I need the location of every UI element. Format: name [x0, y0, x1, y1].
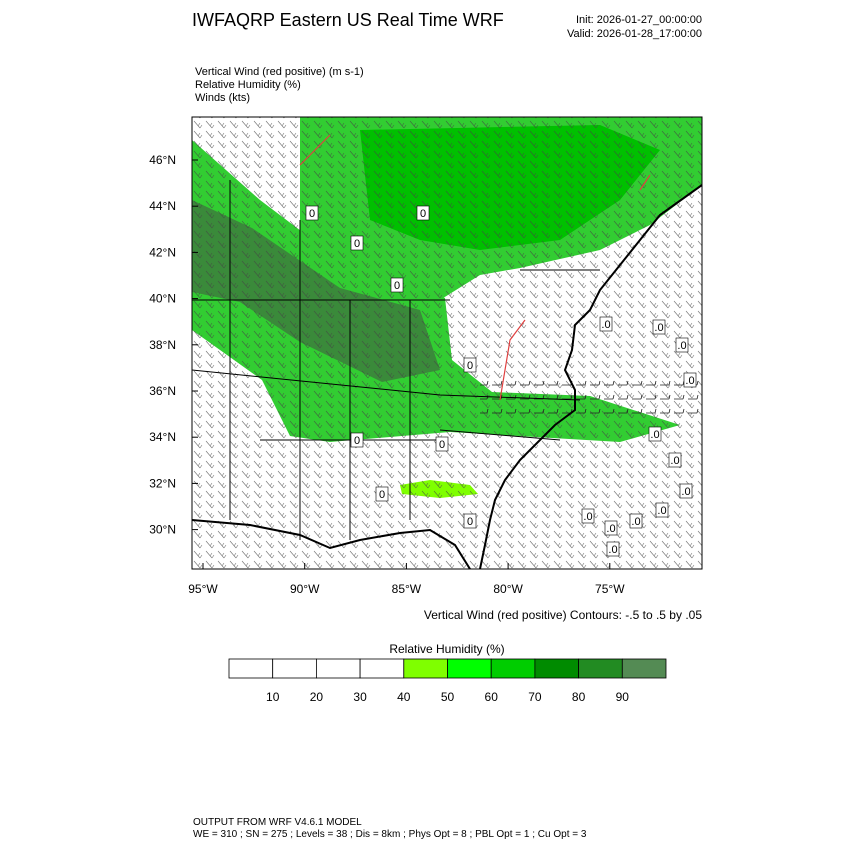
contour-label: .0: [670, 455, 679, 467]
contour-label-box: [606, 541, 620, 557]
contour-label: 0: [420, 208, 426, 220]
contour-label-box: [629, 513, 643, 529]
contour-label-box: [668, 452, 682, 468]
contour-label-box: [375, 486, 389, 502]
colorbar: 10 20 30 40 50 60 70 80 90: [228, 658, 667, 704]
coastline: [192, 519, 471, 569]
lat-label: 42°N: [149, 245, 176, 259]
contour-label: .0: [601, 319, 610, 331]
colorbar-tick-label: 50: [441, 690, 455, 704]
lat-label: 34°N: [149, 430, 176, 444]
colorbar-tick-label: 80: [572, 690, 586, 704]
contour-label-box: [652, 319, 666, 335]
contour-label: 0: [309, 208, 315, 220]
contour-note: Vertical Wind (red positive) Contours: -…: [424, 608, 702, 622]
contour-label: 0: [467, 516, 473, 528]
contour-label-box: [390, 277, 404, 293]
colorbar-tick-label: 60: [485, 690, 499, 704]
colorbar-tick-label: 90: [616, 690, 630, 704]
colorbar-box: [403, 658, 448, 679]
colorbar-tick-label: 20: [310, 690, 324, 704]
contour-label: 0: [394, 280, 400, 292]
valid-time: Valid: 2026-01-28_17:00:00: [567, 28, 702, 40]
colorbar-tick-label: 10: [266, 690, 280, 704]
contour-label-box: [416, 205, 430, 221]
contour-label: 0: [354, 435, 360, 447]
lat-label: 40°N: [149, 292, 176, 306]
contour-label: 0: [439, 439, 445, 451]
lon-label: 75°W: [595, 582, 625, 596]
contour-label-box: [599, 316, 613, 332]
contour-label-box: [305, 205, 319, 221]
contour-label-box: [648, 426, 662, 442]
footer-line: WE = 310 ; SN = 275 ; Levels = 38 ; Dis …: [193, 829, 587, 840]
lon-label: 90°W: [290, 582, 320, 596]
contour-label-box: [604, 520, 618, 536]
lat-label: 38°N: [149, 338, 176, 352]
colorbar-box: [578, 658, 623, 679]
contour-label: .0: [631, 516, 640, 528]
contour-label: 0: [354, 238, 360, 250]
lat-label: 46°N: [149, 153, 176, 167]
colorbar-tick-label: 40: [397, 690, 411, 704]
contour-label: .0: [583, 511, 592, 523]
footer-line: OUTPUT FROM WRF V4.6.1 MODEL: [193, 817, 362, 828]
colorbar-box: [447, 658, 492, 679]
lon-label: 95°W: [188, 582, 218, 596]
contour-label-box: [679, 483, 693, 499]
contour-label-box: [463, 357, 477, 373]
field-label: Relative Humidity (%): [195, 79, 301, 91]
contour-label: .0: [654, 322, 663, 334]
colorbar-box: [359, 658, 405, 679]
lon-label: 85°W: [392, 582, 422, 596]
colorbar-box: [228, 658, 274, 679]
map-frame: [191, 116, 703, 570]
title: IWFAQRP Eastern US Real Time WRF: [192, 10, 504, 30]
contour-label: .0: [681, 486, 690, 498]
colorbar-box: [621, 658, 667, 679]
contour-label-box: [655, 502, 669, 518]
contour-label: .0: [657, 505, 666, 517]
field-label: Vertical Wind (red positive) (m s-1): [195, 66, 364, 78]
contour-label-box: [683, 372, 697, 388]
map-area: [192, 117, 702, 569]
contour-label: .0: [677, 340, 686, 352]
contour-label-box: [581, 508, 595, 524]
contour-label: 0: [467, 360, 473, 372]
lat-label: 44°N: [149, 199, 176, 213]
contour-label-box: [435, 436, 449, 452]
colorbar-title: Relative Humidity (%): [389, 642, 504, 656]
lon-label: 80°W: [493, 582, 523, 596]
lat-label: 36°N: [149, 384, 176, 398]
contour-label-box: [675, 337, 689, 353]
colorbar-box: [315, 658, 361, 679]
contour-label: .0: [650, 429, 659, 441]
contour-label: .0: [606, 523, 615, 535]
contour-label-box: [350, 432, 364, 448]
colorbar-box: [534, 658, 580, 679]
state-lines: [192, 180, 600, 540]
field-label: Winds (kts): [195, 92, 250, 104]
contour-label-box: [350, 235, 364, 251]
lat-label: 32°N: [149, 476, 176, 490]
vertical-wind-contour: [299, 134, 651, 401]
map-labels: 46°N 44°N 42°N 40°N 38°N 36°N 34°N 32°N 30°N 95°W…: [149, 153, 697, 596]
contour-label-box: [463, 513, 477, 529]
colorbar-tick-label: 70: [528, 690, 542, 704]
contour-label: 0: [379, 489, 385, 501]
init-time: Init: 2026-01-27_00:00:00: [576, 14, 702, 26]
lat-label: 30°N: [149, 523, 176, 537]
colorbar-box: [272, 658, 317, 679]
coastline: [479, 184, 702, 569]
colorbar-box: [490, 658, 536, 679]
colorbar-tick-label: 30: [353, 690, 367, 704]
contour-label: .0: [608, 544, 617, 556]
contour-label: .0: [685, 375, 694, 387]
